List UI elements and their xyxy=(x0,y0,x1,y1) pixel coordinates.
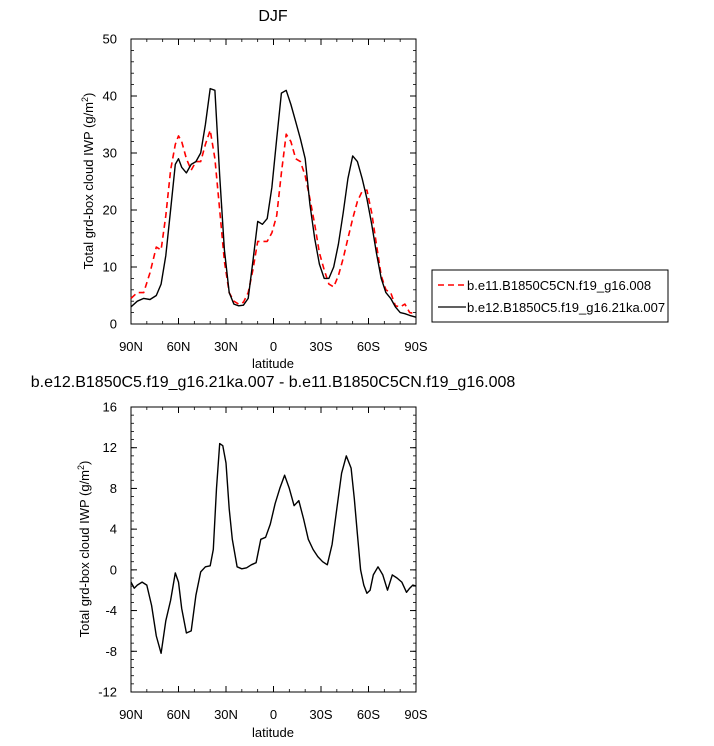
top-x-tick-label: 30S xyxy=(309,339,332,354)
bottom-y-tick-label: 16 xyxy=(103,400,117,415)
top-x-axis: 90N 60N 30N 0 30S 60S 90S xyxy=(119,39,428,354)
legend-label-series-2: b.e12.B1850C5.f19_g16.21ka.007 xyxy=(467,300,665,315)
bottom-panel: b.e12.B1850C5.f19_g16.21ka.007 - b.e11.B… xyxy=(31,374,516,740)
top-x-tick-label: 0 xyxy=(270,339,277,354)
top-chart-title: DJF xyxy=(258,8,288,25)
bottom-y-axis: -12 -8 -4 0 4 8 12 16 xyxy=(98,400,416,700)
top-series-line-1 xyxy=(130,129,417,315)
bottom-y-tick-label: -4 xyxy=(105,603,117,618)
bottom-y-tick-label: 12 xyxy=(103,440,117,455)
top-y-tick-label: 50 xyxy=(103,32,117,47)
bottom-plot-frame xyxy=(130,406,417,693)
top-legend: b.e11.B1850C5CN.f19_g16.008 b.e12.B1850C… xyxy=(431,269,669,323)
top-x-tick-label: 60N xyxy=(167,339,191,354)
bottom-y-tick-label: 4 xyxy=(110,522,117,537)
top-x-tick-label: 30N xyxy=(214,339,238,354)
top-x-tick-label: 90S xyxy=(404,339,427,354)
bottom-y-axis-label-sup: 2 xyxy=(76,465,86,470)
legend-box xyxy=(431,269,669,323)
top-y-axis-label: Total grd-box cloud IWP (g/m2) xyxy=(80,93,96,270)
bottom-x-tick-label: 30N xyxy=(214,707,238,722)
bottom-x-axis: 90N 60N 30N 0 30S 60S 90S xyxy=(119,407,428,722)
bottom-x-axis-label: latitude xyxy=(252,725,294,740)
top-x-axis-label: latitude xyxy=(252,356,294,371)
bottom-y-axis-label: Total grd-box cloud IWP (g/m2) xyxy=(76,461,92,638)
top-y-axis-label-main: Total grd-box cloud IWP (g/m xyxy=(81,102,96,269)
bottom-x-tick-label: 60N xyxy=(167,707,191,722)
legend-label-series-1: b.e11.B1850C5CN.f19_g16.008 xyxy=(467,278,651,293)
top-y-tick-label: 0 xyxy=(110,317,117,332)
bottom-x-tick-label: 30S xyxy=(309,707,332,722)
top-x-tick-label: 90N xyxy=(119,339,143,354)
top-y-axis-label-sup: 2 xyxy=(80,97,90,102)
bottom-y-tick-label: 8 xyxy=(110,481,117,496)
bottom-x-tick-label: 90N xyxy=(119,707,143,722)
bottom-x-tick-label: 90S xyxy=(404,707,427,722)
bottom-y-axis-label-tail: ) xyxy=(77,461,92,465)
bottom-x-tick-label: 60S xyxy=(357,707,380,722)
bottom-series-lines xyxy=(130,442,417,654)
top-y-axis-label-tail: ) xyxy=(81,93,96,97)
bottom-y-tick-label: -12 xyxy=(98,685,117,700)
bottom-series-line-1 xyxy=(130,442,417,654)
top-y-axis: 0 10 20 30 40 50 xyxy=(103,32,416,332)
bottom-y-tick-label: 0 xyxy=(110,562,117,577)
top-y-tick-label: 20 xyxy=(103,203,117,218)
top-series-lines xyxy=(130,87,417,318)
top-panel: DJF 0 10 20 30 40 50 90N 60N 30N 0 30S 60S 90S lati… xyxy=(80,8,669,371)
bottom-chart-title: b.e12.B1850C5.f19_g16.21ka.007 - b.e11.B… xyxy=(31,374,516,391)
top-y-tick-label: 30 xyxy=(103,146,117,161)
bottom-x-tick-label: 0 xyxy=(270,707,277,722)
top-y-tick-label: 10 xyxy=(103,260,117,275)
bottom-y-axis-label-main: Total grd-box cloud IWP (g/m xyxy=(77,470,92,637)
top-x-tick-label: 60S xyxy=(357,339,380,354)
top-series-line-2 xyxy=(130,87,417,318)
bottom-y-tick-label: -8 xyxy=(105,644,117,659)
top-y-tick-label: 40 xyxy=(103,89,117,104)
